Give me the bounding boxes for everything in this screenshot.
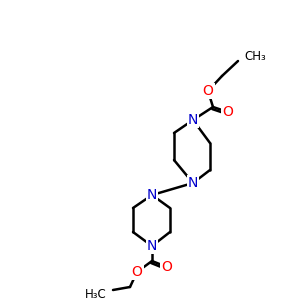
Text: O: O <box>202 84 213 98</box>
Text: H₃C: H₃C <box>85 287 107 300</box>
Text: O: O <box>162 260 172 274</box>
Text: N: N <box>188 176 198 190</box>
Text: N: N <box>188 113 198 127</box>
Text: N: N <box>147 188 157 202</box>
Text: CH₃: CH₃ <box>244 50 266 64</box>
Text: N: N <box>147 239 157 253</box>
Text: O: O <box>132 265 142 279</box>
Text: O: O <box>223 105 233 119</box>
